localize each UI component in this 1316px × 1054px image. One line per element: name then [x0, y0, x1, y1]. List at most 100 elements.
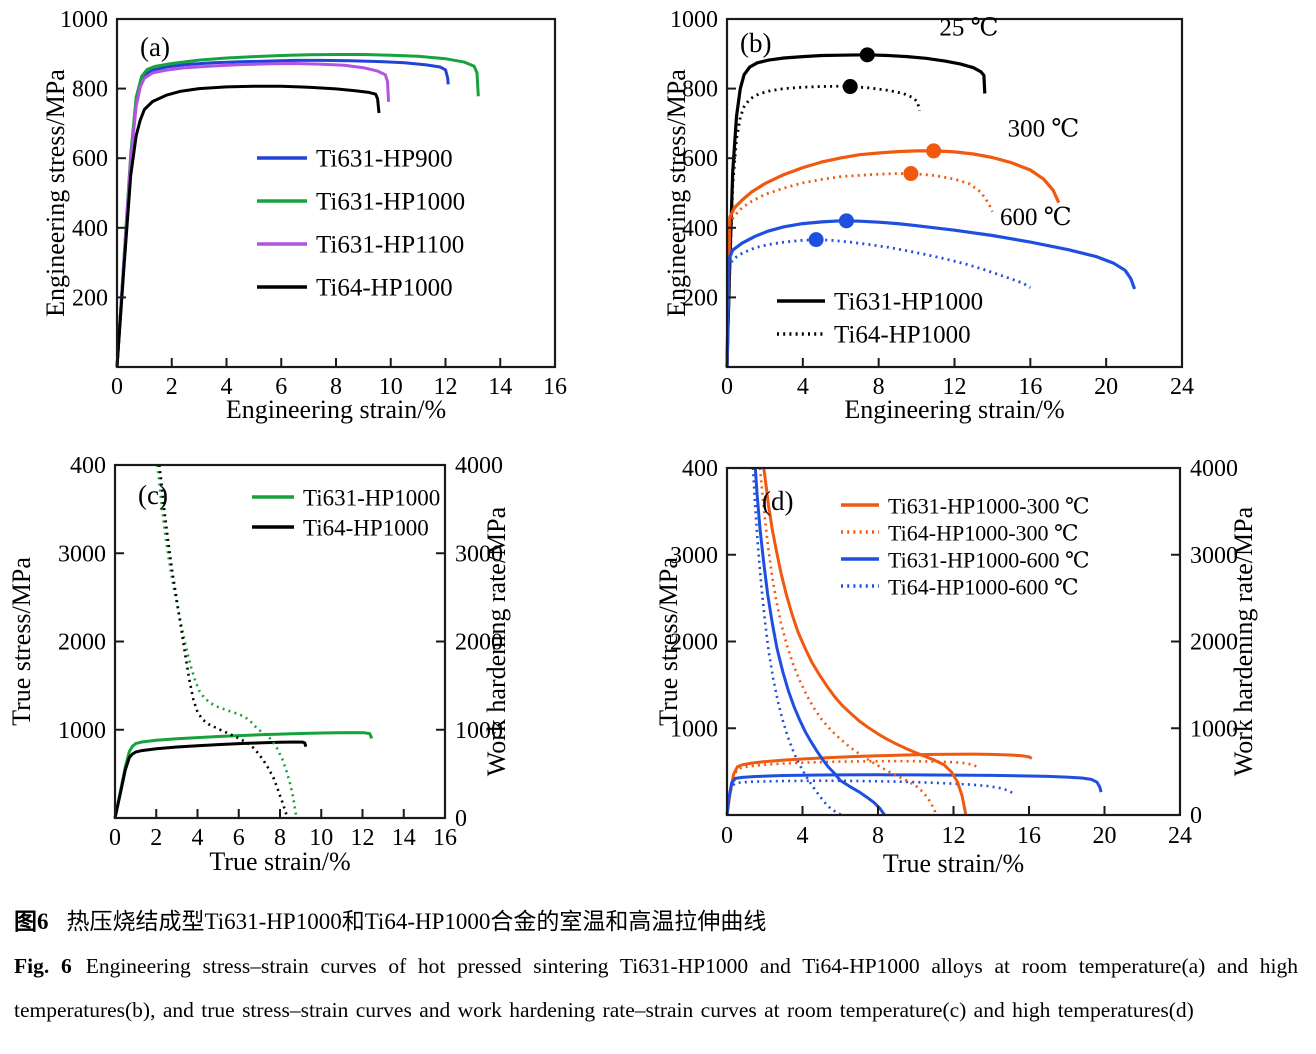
y2-tick-label: 1000 [1190, 716, 1238, 742]
x-tick-label: 14 [392, 825, 416, 851]
x-axis-title: Engineering strain/% [226, 395, 446, 424]
x-tick-label: 16 [1017, 823, 1041, 849]
series-ti631-hp1100 [115, 62, 391, 368]
legend-label-ti631-hp1000-300: Ti631-HP1000-300 ℃ [888, 494, 1090, 519]
legend-label-ti631-hp1000-600: Ti631-HP1000-600 ℃ [888, 548, 1090, 573]
series-ti631-hp1000-300c [725, 149, 1061, 368]
y2-tick-label: 2000 [455, 630, 503, 656]
y-tick-label: 400 [72, 216, 108, 242]
peak-marker-1 [842, 79, 858, 95]
x-axis-title: True strain/% [209, 847, 350, 876]
x-tick-label: 0 [111, 374, 123, 400]
y-tick-label: 3000 [58, 541, 106, 567]
panel-letter: (b) [740, 28, 771, 58]
legend-label-ti631-hp1100: Ti631-HP1100 [316, 232, 464, 259]
x-tick-label: 0 [721, 374, 733, 400]
y-axis-title: True stress/MPa [658, 557, 683, 726]
x-tick-label: 8 [873, 374, 885, 400]
y2-tick-label: 2000 [1190, 630, 1238, 656]
y-tick-label: 200 [72, 285, 108, 311]
legend-label-ti64-hp1000: Ti64-HP1000 [834, 322, 971, 349]
figure-caption: 图6 热压烧结成型Ti631-HP1000和Ti64-HP1000合金的室温和高温… [0, 888, 1316, 1032]
x-tick-label: 16 [543, 374, 567, 400]
x-tick-label: 24 [1168, 823, 1192, 849]
x-tick-label: 0 [721, 823, 733, 849]
x-tick-label: 0 [109, 825, 121, 851]
figure-6: 0 2 4 6 8 10 12 14 16 200 400 600 800 1000 Engineering… [0, 0, 1316, 1032]
caption-chinese-text: 热压烧结成型Ti631-HP1000和Ti64-HP1000合金的室温和高温拉伸… [66, 909, 767, 934]
series-ti631-hp1000-true-stress [113, 731, 374, 819]
caption-chinese: 图6 热压烧结成型Ti631-HP1000和Ti64-HP1000合金的室温和高温… [14, 902, 1298, 936]
x-axis-title: True strain/% [883, 849, 1024, 878]
series-ti631-hp1000-600c-work-hardening-rate [753, 467, 886, 816]
annotation-25: 25 ℃ [939, 15, 998, 42]
annotation-600: 600 ℃ [1000, 204, 1072, 231]
legend-label-ti631-hp1000: Ti631-HP1000 [303, 486, 440, 511]
y-tick-label: 400 [682, 456, 718, 482]
y2-tick-label: 0 [1190, 803, 1202, 829]
y2-tick-label: 4000 [1190, 456, 1238, 482]
caption-english-text: Engineering stress–strain curves of hot … [14, 954, 1298, 1023]
panel-letter: (d) [762, 486, 793, 516]
y-tick-label: 2000 [670, 630, 718, 656]
x-tick-label: 6 [233, 825, 245, 851]
x-tick-label: 10 [309, 825, 333, 851]
series-ti64-hp1000-300c-true-stress [725, 759, 978, 816]
legend-label-ti64-hp1000: Ti64-HP1000 [316, 275, 453, 302]
y-tick-label: 3000 [670, 543, 718, 569]
y-tick-label: 800 [682, 77, 718, 103]
y-tick-label: 1000 [58, 718, 106, 744]
panel-letter: (c) [138, 480, 168, 510]
y-axis-title: Engineering stress/MPa [662, 69, 691, 317]
panel-a-engineering-stress-strain-room-temp-chart: 0 2 4 6 8 10 12 14 16 200 400 600 800 1000 Engineering… [0, 0, 658, 440]
peak-marker-0 [859, 47, 875, 63]
panel-c-true-stress-work-hardening-room-temp-chart: 0 2 4 6 8 10 12 14 16100020003000400010002000300… [0, 440, 658, 888]
x-tick-label: 20 [1094, 374, 1118, 400]
y2-axis-title: Work hardening rate/MPa [482, 506, 511, 776]
y-tick-label: 600 [72, 146, 108, 172]
y2-tick-label: 0 [455, 806, 467, 832]
legend-label-ti631-hp1000: Ti631-HP1000 [316, 189, 465, 216]
series-ti64-hp1000-25c [725, 84, 921, 368]
peak-marker-4 [838, 213, 854, 229]
y-tick-label: 200 [682, 285, 718, 311]
y2-tick-label: 3000 [1190, 543, 1238, 569]
y-tick-label: 1000 [670, 7, 718, 33]
y-axis-title: True stress/MPa [7, 557, 36, 726]
x-axis-title: Engineering strain/% [844, 395, 1064, 424]
y2-tick-label: 4000 [455, 453, 503, 479]
series-ti631-hp1000-25c [725, 53, 987, 368]
series-ti631-hp1000-600c-true-stress [725, 773, 1103, 816]
x-tick-label: 4 [797, 823, 809, 849]
y2-tick-label: 1000 [455, 718, 503, 744]
y-tick-label: 400 [70, 453, 106, 479]
x-tick-label: 4 [797, 374, 809, 400]
caption-english: Fig. 6 Engineering stress–strain curves o… [14, 944, 1298, 1032]
y-tick-label: 2000 [58, 630, 106, 656]
x-tick-label: 4 [221, 374, 233, 400]
panel-letter: (a) [140, 32, 170, 62]
y-tick-label: 600 [682, 146, 718, 172]
x-tick-label: 24 [1170, 374, 1194, 400]
x-tick-label: 12 [434, 374, 458, 400]
x-tick-label: 8 [274, 825, 286, 851]
x-tick-label: 2 [166, 374, 178, 400]
y-tick-label: 1000 [670, 716, 718, 742]
x-tick-label: 10 [379, 374, 403, 400]
x-tick-label: 12 [942, 823, 966, 849]
peak-marker-2 [926, 143, 942, 159]
series-ti631-hp1000-300c-work-hardening-rate [762, 467, 968, 816]
legend-label-ti631-hp1000: Ti631-HP1000 [834, 289, 983, 316]
figure-panels: 0 2 4 6 8 10 12 14 16 200 400 600 800 1000 Engineering… [0, 0, 1316, 888]
x-tick-label: 14 [488, 374, 512, 400]
panel-b-engineering-stress-strain-high-temp-chart: 0 4 8 12 16 20 24 200 400 600 800 1000 Engineering s… [658, 0, 1316, 440]
series-ti64-hp1000-true-stress [113, 740, 308, 819]
legend-label-ti64-hp1000: Ti64-HP1000 [303, 516, 429, 541]
x-tick-label: 16 [433, 825, 457, 851]
x-tick-label: 8 [330, 374, 342, 400]
x-tick-label: 20 [1093, 823, 1117, 849]
x-tick-label: 6 [275, 374, 287, 400]
x-tick-label: 12 [351, 825, 375, 851]
series-ti64-hp1000-600c [725, 238, 1032, 368]
series-ti64-hp1000-work-hardening-rate [158, 464, 289, 819]
